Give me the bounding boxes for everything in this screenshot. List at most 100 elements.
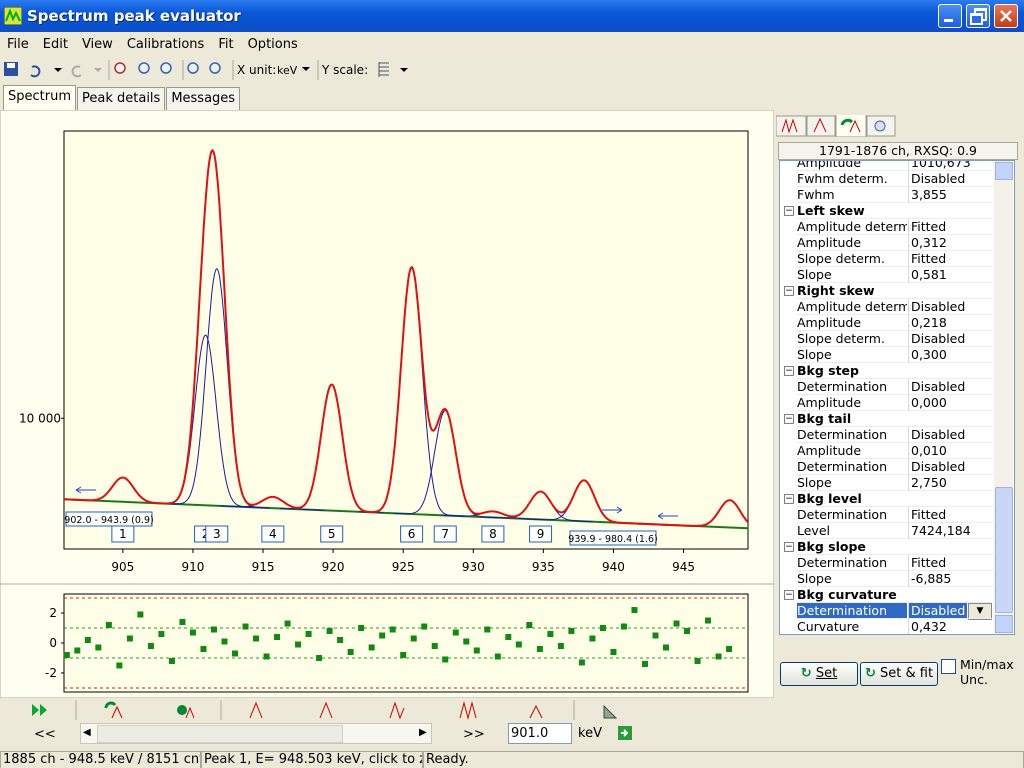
property-group[interactable]: − Bkg curvature [780,587,994,603]
scroll-track[interactable]: ◀ ▶ [80,723,432,744]
zoom-icons[interactable] [114,62,221,74]
range-label-box [65,511,153,527]
collapse-box[interactable]: − [784,494,794,504]
property-row[interactable]: Amplitude determ. Disabled [780,299,994,315]
property-row[interactable]: Amplitude 0,312 [780,235,994,251]
residual-point [578,659,585,666]
scroll-thumb[interactable] [97,725,343,743]
collapse-box[interactable]: − [784,414,794,424]
collapse-box[interactable]: − [784,590,794,600]
menu-item[interactable]: Edit [42,36,68,52]
collapse-box[interactable]: − [784,542,794,552]
scroll-thumb[interactable] [995,487,1013,613]
app-icon [4,7,22,25]
fit-tools[interactable] [0,698,880,722]
collapse-box[interactable]: − [784,286,794,296]
property-group[interactable]: − Bkg step [780,363,994,379]
property-row[interactable]: Amplitude 0,000 [780,395,994,411]
x-tick-label: 905 [111,560,134,574]
y-scale-select[interactable] [376,57,412,83]
property-row[interactable]: Amplitude 0,218 [780,315,994,331]
y-tick-label: 0 [49,636,57,650]
property-row[interactable]: Curvature 0,432 [780,619,994,635]
range-label-box [569,530,657,546]
collapse-box[interactable]: − [784,366,794,376]
property-row[interactable]: Slope -6,885 [780,571,994,587]
panel-tabs[interactable] [776,115,906,137]
range-arrow [602,506,623,514]
undo-icon[interactable] [30,65,41,78]
value-dropdown[interactable]: ▼ [968,603,992,620]
menu-item[interactable]: File [7,36,29,52]
property-row[interactable]: Determination Disabled [780,459,994,475]
property-row[interactable]: Slope determ. Disabled [780,331,994,347]
property-group[interactable]: − Left skew [780,203,994,219]
property-name: Amplitude [797,160,862,170]
set-fit-button[interactable]: ↻ Set & fit [860,662,938,686]
tab[interactable]: Messages [166,87,241,110]
property-value: Fitted [908,507,997,523]
property-value: Disabled [908,379,997,395]
property-row[interactable]: Slope determ. Fitted [780,251,994,267]
property-row[interactable]: Level 7424,184 [780,523,994,539]
scroll-left[interactable]: ◀ [83,727,91,738]
menu-item[interactable]: Calibrations [126,36,205,52]
back-button[interactable]: << [34,727,56,742]
collapse-box[interactable]: − [784,206,794,216]
tab[interactable]: Spectrum [3,85,76,110]
residual-point [694,657,701,664]
forward-button[interactable]: >> [463,727,485,742]
residual-point [442,656,449,663]
row-line [797,522,994,523]
peak-label-box [529,525,553,543]
residual-point [715,653,722,660]
set-fit-label: Set & fit [880,666,934,681]
row-line [797,634,994,635]
residual-point [620,623,627,630]
min-max-checkbox[interactable] [941,659,956,674]
minimize-button[interactable] [938,4,962,28]
maximize-button[interactable] [966,4,990,28]
property-group[interactable]: − Bkg tail [780,411,994,427]
property-group[interactable]: − Bkg slope [780,539,994,555]
tab-strip: Spectrum Peak details Messages [3,85,241,110]
property-value: 7424,184 [908,523,997,539]
go-button[interactable] [618,726,634,742]
property-row[interactable]: Determination Disabled [780,379,994,395]
property-row[interactable]: Determination Fitted [780,555,994,571]
x-unit-select[interactable]: keV [277,64,298,77]
property-row[interactable]: Amplitude 1010,673 [780,160,997,171]
set-button[interactable]: ↻ Set [780,662,858,686]
menu-item[interactable]: Options [247,36,298,52]
property-row[interactable]: Slope 0,300 [780,347,994,363]
menu-item[interactable]: Fit [218,36,234,52]
scroll-right[interactable]: ▶ [419,727,427,738]
row-line [797,538,994,539]
property-row[interactable]: Amplitude determ. Fitted [780,219,994,235]
property-row[interactable]: Slope 0,581 [780,267,994,283]
menu-item[interactable]: View [81,36,113,52]
property-value: 1010,673 [908,161,997,171]
residual-point [95,644,102,651]
tab[interactable]: Peak details [77,87,166,110]
property-row[interactable]: Fwhm determ. Disabled [780,171,994,187]
property-group[interactable]: − Bkg level [780,491,994,507]
property-row[interactable]: Amplitude 0,010 [780,443,994,459]
residual-point [168,657,175,664]
residual-point [274,634,281,641]
property-row[interactable]: Determination Disabled ▼ [780,603,994,620]
property-value: 0,218 [908,315,997,331]
row-line [797,250,994,251]
property-row[interactable]: Slope 2,750 [780,475,994,491]
scrollbar[interactable] [994,161,1013,634]
property-row[interactable]: Determination Disabled [780,427,994,443]
property-name: Level [797,523,830,538]
property-name: Slope determ. [797,331,885,346]
property-row[interactable]: Fwhm 3,855 [780,187,994,203]
position-input[interactable]: 901.0 [508,723,572,744]
close-button[interactable] [994,4,1018,28]
residual-point [663,644,670,651]
property-row[interactable]: Determination Fitted [780,507,994,523]
status-bar: 1885 ch - 948.5 keV / 8151 cnt Peak 1, E… [0,750,1024,768]
property-group[interactable]: − Right skew [780,283,994,299]
